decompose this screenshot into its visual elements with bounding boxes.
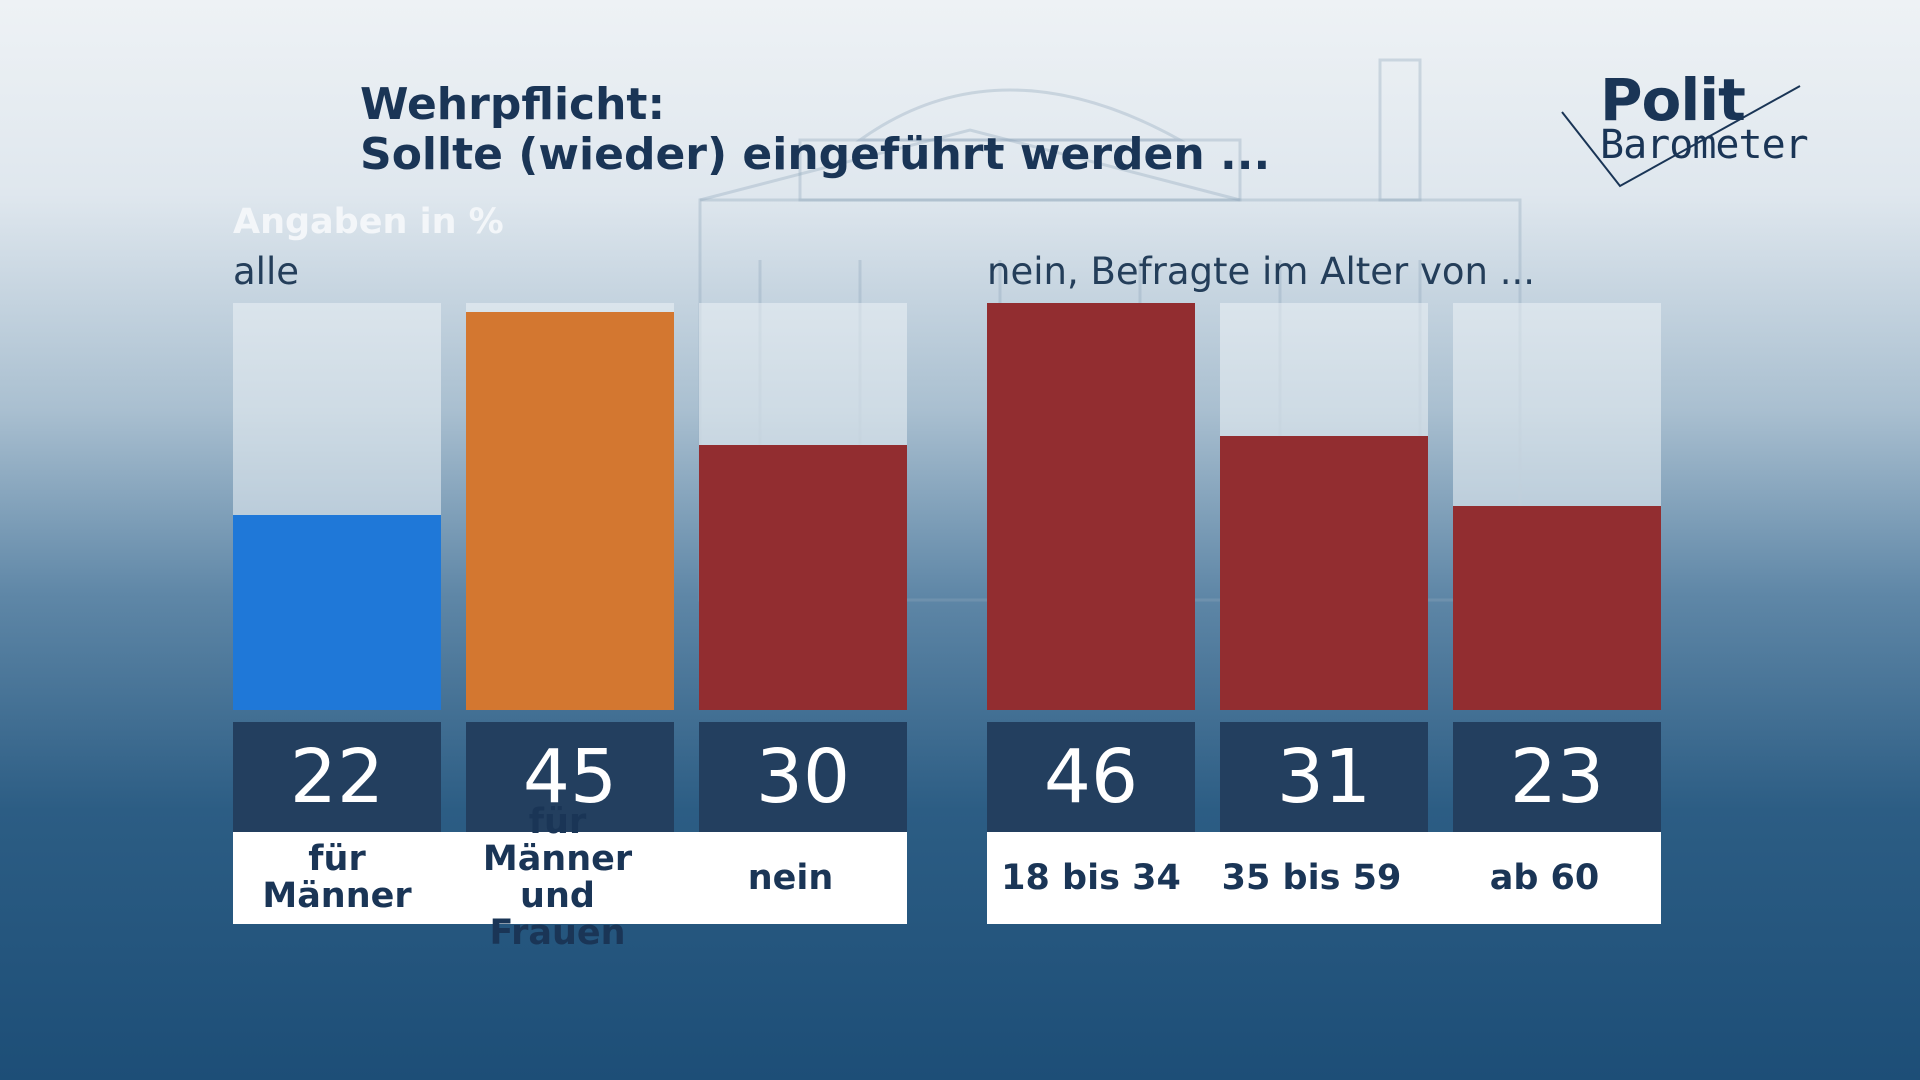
group-label-age: nein, Befragte im Alter von ... <box>987 250 1535 293</box>
unit-label: Angaben in % <box>233 202 504 242</box>
category-label: 18 bis 34 <box>987 832 1195 924</box>
category-label: nein <box>674 832 907 924</box>
category-label: für Männer <box>233 832 441 924</box>
bar-1-2 <box>466 312 674 710</box>
politbarometer-logo: Polit Barometer <box>1560 66 1810 190</box>
group-label-all: alle <box>233 250 299 293</box>
logo-polit-text: Polit <box>1600 66 1746 134</box>
value-label: 46 <box>987 722 1195 832</box>
category-label: für Männer und Frauen <box>441 804 674 952</box>
value-label: 45 <box>466 722 674 832</box>
value-label: 30 <box>699 722 907 832</box>
category-label: ab 60 <box>1428 832 1661 924</box>
bar-1-3 <box>699 445 907 710</box>
category-label: 35 bis 59 <box>1195 832 1428 924</box>
title-line-1: Wehrpflicht: <box>360 79 666 130</box>
logo-barometer-text: Barometer <box>1600 122 1809 168</box>
bar-2-2 <box>1220 436 1428 710</box>
bar-2-3 <box>1453 506 1661 710</box>
value-label: 23 <box>1453 722 1661 832</box>
chart-title: Wehrpflicht: Sollte (wieder) eingeführt … <box>360 80 1270 180</box>
check-mark-icon <box>1561 85 1801 188</box>
value-label: 31 <box>1220 722 1428 832</box>
title-line-2: Sollte (wieder) eingeführt werden ... <box>360 129 1271 180</box>
bar-2-1 <box>987 303 1195 710</box>
value-label: 22 <box>233 722 441 832</box>
bar-1-1 <box>233 515 441 710</box>
